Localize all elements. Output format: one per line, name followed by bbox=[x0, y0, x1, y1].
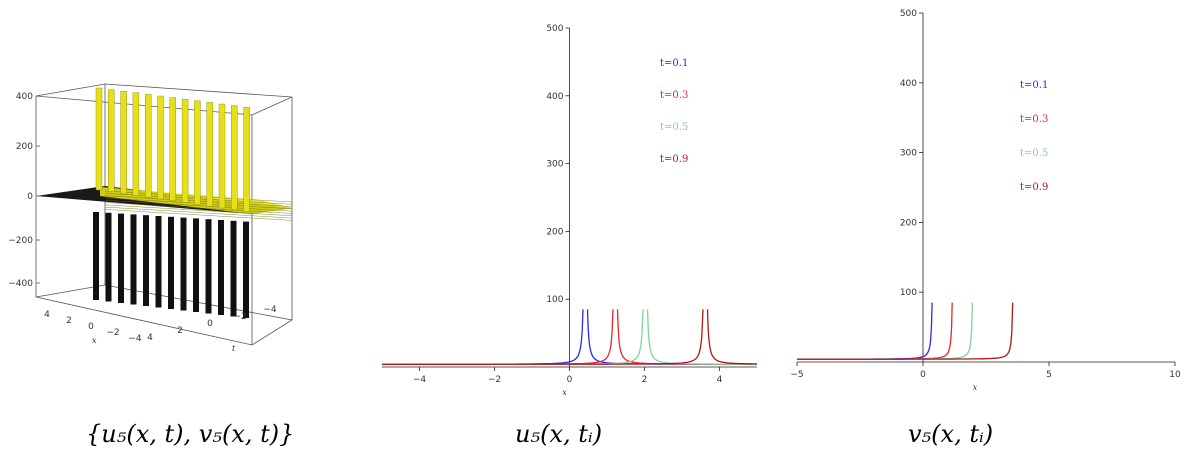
pillar-up bbox=[95, 87, 103, 191]
x-tick-label: 5 bbox=[1046, 370, 1052, 380]
t-tick-label: −4 bbox=[263, 305, 277, 315]
pillar-down bbox=[193, 218, 199, 312]
series-line-t-0-1-left bbox=[797, 302, 933, 360]
y-tick-label: 200 bbox=[900, 218, 917, 228]
legend-label: t=0.5 bbox=[660, 122, 688, 133]
pillar-down bbox=[155, 216, 162, 308]
t-tick-label: 0 bbox=[207, 319, 213, 329]
series-line-t-0-9-left bbox=[797, 302, 1014, 360]
pillar-up bbox=[218, 103, 226, 209]
caption-middle: u₅(x, tᵢ) bbox=[515, 420, 603, 448]
series-line-t-0-5-left bbox=[797, 302, 974, 360]
legend-label: t=0.1 bbox=[1020, 80, 1048, 91]
x-tick-label: −4 bbox=[128, 334, 142, 344]
pillar-down bbox=[168, 216, 174, 309]
x-tick-label: −2 bbox=[488, 375, 501, 385]
x-axis-label: x bbox=[562, 388, 567, 397]
y-tick-label: 100 bbox=[900, 288, 917, 298]
y-tick-label: 500 bbox=[900, 9, 917, 19]
pillar-down bbox=[105, 212, 112, 302]
x-tick-label: 2 bbox=[642, 375, 648, 385]
t-axis-label: t bbox=[232, 344, 236, 353]
x-tick-label: 0 bbox=[920, 370, 926, 380]
z-tick-label: 0 bbox=[27, 192, 33, 202]
pillar-down bbox=[130, 214, 137, 305]
legend-label: t=0.1 bbox=[660, 58, 688, 69]
x-tick-label: 0 bbox=[88, 322, 94, 332]
x-tick-label: −4 bbox=[413, 375, 427, 385]
legend-label: t=0.5 bbox=[1020, 148, 1048, 159]
caption-right: v₅(x, tᵢ) bbox=[908, 420, 994, 448]
pillar-up bbox=[120, 90, 127, 194]
x-tick-label: 4 bbox=[44, 310, 50, 320]
x-axis-label: x bbox=[92, 336, 97, 345]
x-tick-label: 4 bbox=[717, 375, 723, 385]
y-tick-label: 500 bbox=[546, 24, 563, 34]
pillar-up bbox=[108, 89, 115, 192]
plane-grid-line bbox=[104, 206, 293, 219]
y-tick-label: 400 bbox=[900, 79, 917, 89]
y-tick-label: 300 bbox=[900, 149, 917, 159]
z-tick-label: 200 bbox=[16, 142, 33, 152]
y-tick-label: 200 bbox=[546, 227, 563, 237]
box-bottom bbox=[35, 284, 294, 346]
series-line-t-0-9-right bbox=[706, 309, 757, 365]
x-tick-label: 0 bbox=[567, 375, 573, 385]
pillar-down bbox=[218, 220, 224, 315]
y-tick-label: 100 bbox=[546, 295, 563, 305]
x-tick-label: 10 bbox=[1169, 370, 1181, 380]
pillar-down bbox=[93, 212, 99, 300]
pillar-up bbox=[243, 106, 250, 212]
pillar-up bbox=[144, 94, 152, 198]
pillar-up bbox=[181, 98, 189, 203]
pillar-down bbox=[143, 215, 149, 306]
x-tick-label: −5 bbox=[790, 370, 803, 380]
pillar-up bbox=[194, 100, 201, 205]
pillar-up bbox=[231, 105, 238, 210]
pillar-up bbox=[157, 95, 164, 200]
legend-label: t=0.9 bbox=[1020, 182, 1048, 193]
legend-label: t=0.3 bbox=[660, 90, 688, 101]
x-tick-label: −2 bbox=[106, 328, 119, 338]
plane-grid-line bbox=[104, 204, 293, 216]
x-tick-label: 2 bbox=[66, 316, 72, 326]
pillar-up bbox=[206, 102, 213, 207]
pillar-up bbox=[169, 97, 177, 201]
y-tick-label: 400 bbox=[546, 92, 563, 102]
caption-left: {u₅(x, t), v₅(x, t)} bbox=[86, 420, 295, 448]
z-tick-label: 400 bbox=[16, 92, 33, 102]
plane-grid-line bbox=[104, 200, 293, 212]
series-line-t-0-9-left bbox=[382, 309, 704, 365]
pillar-down bbox=[118, 213, 124, 303]
t-tick-label: 2 bbox=[177, 326, 183, 336]
pillar-down bbox=[205, 219, 212, 314]
legend-label: t=0.9 bbox=[660, 154, 688, 165]
t-tick-label: −2 bbox=[233, 312, 246, 322]
x-axis-label: x bbox=[973, 383, 978, 392]
z-tick-label: −400 bbox=[8, 279, 33, 289]
legend-label: t=0.3 bbox=[1020, 114, 1048, 125]
pillar-down bbox=[230, 220, 237, 317]
y-tick-label: 300 bbox=[546, 160, 563, 170]
t-tick-label: 4 bbox=[147, 333, 153, 343]
pillar-down bbox=[243, 221, 249, 318]
plane-grid-line bbox=[104, 202, 293, 214]
pillar-down bbox=[180, 217, 187, 311]
z-tick-label: −200 bbox=[8, 236, 33, 246]
pillar-up bbox=[132, 92, 140, 196]
plane-grid-line bbox=[104, 209, 293, 221]
